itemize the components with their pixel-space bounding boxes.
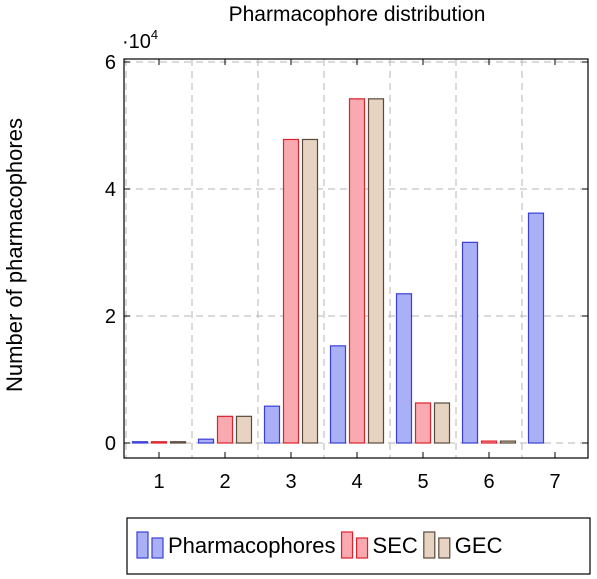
legend-swatch bbox=[423, 531, 436, 559]
bar-pharmacophores-6 bbox=[461, 241, 479, 444]
x-tick-label: 5 bbox=[417, 471, 428, 493]
legend-swatch bbox=[438, 537, 451, 559]
legend-label: GEC bbox=[455, 533, 503, 558]
plot-frame bbox=[123, 58, 589, 459]
bar-pharmacophores-4 bbox=[329, 345, 347, 444]
grid-lines bbox=[124, 59, 588, 458]
bar-pharmacophores-2 bbox=[197, 438, 215, 444]
bar-sec-3 bbox=[282, 138, 300, 444]
y-scale-base: ·10 bbox=[122, 31, 151, 53]
x-tick-label: 7 bbox=[549, 471, 560, 493]
bar-sec-5 bbox=[414, 402, 432, 444]
bar-gec-3 bbox=[301, 138, 319, 444]
axis-ticks: 0 2 4 6 1 2 3 4 5 6 7 bbox=[105, 52, 588, 493]
x-tick-label: 3 bbox=[285, 471, 296, 493]
x-tick-label: 4 bbox=[351, 471, 362, 493]
legend-swatch bbox=[355, 537, 369, 559]
chart-title: Pharmacophore distribution bbox=[229, 3, 486, 26]
x-tick-label: 2 bbox=[219, 471, 230, 493]
y-scale-exponent: 4 bbox=[151, 27, 158, 42]
x-tick-label: 1 bbox=[153, 471, 164, 493]
bars bbox=[131, 98, 545, 444]
bar-pharmacophores-7 bbox=[527, 212, 545, 444]
bar-pharmacophores-5 bbox=[395, 293, 413, 444]
bar-gec-1 bbox=[169, 441, 187, 444]
y-scale-label: ·104 bbox=[122, 27, 158, 53]
legend-swatch bbox=[340, 531, 354, 559]
bar-sec-2 bbox=[216, 415, 234, 444]
legend-label: SEC bbox=[373, 533, 418, 558]
y-tick-label: 6 bbox=[105, 52, 116, 74]
bar-pharmacophores-1 bbox=[131, 441, 149, 444]
bar-sec-4 bbox=[348, 98, 366, 444]
bar-pharmacophores-3 bbox=[263, 405, 281, 444]
y-tick-label: 2 bbox=[105, 306, 116, 328]
legend: Pharmacophores SEC GEC bbox=[126, 517, 591, 575]
bar-sec-1 bbox=[150, 441, 168, 444]
bar-gec-2 bbox=[235, 415, 253, 444]
bar-gec-5 bbox=[433, 402, 451, 444]
x-tick-label: 6 bbox=[483, 471, 494, 493]
bar-gec-4 bbox=[367, 98, 385, 444]
y-tick-label: 0 bbox=[105, 433, 116, 455]
bar-sec-6 bbox=[480, 440, 498, 444]
y-axis-label: Number of pharmacophores bbox=[2, 118, 27, 392]
legend-label: Pharmacophores bbox=[168, 533, 336, 558]
bar-gec-6 bbox=[499, 440, 517, 444]
legend-swatch bbox=[151, 537, 164, 559]
y-tick-label: 4 bbox=[105, 179, 116, 201]
legend-swatch bbox=[136, 531, 149, 559]
